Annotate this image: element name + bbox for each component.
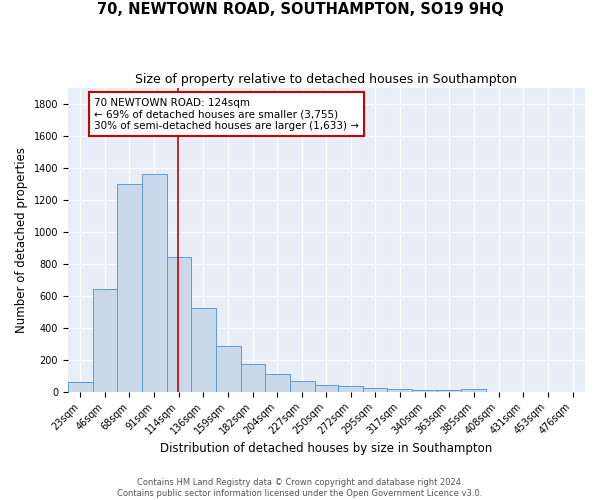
Text: Contains HM Land Registry data © Crown copyright and database right 2024.
Contai: Contains HM Land Registry data © Crown c… (118, 478, 482, 498)
Bar (241, 364, 265, 392)
Bar (290, 380, 314, 392)
Bar (167, 258, 191, 392)
Title: Size of property relative to detached houses in Southampton: Size of property relative to detached ho… (136, 72, 517, 86)
Bar (215, 346, 241, 392)
Bar (265, 374, 290, 392)
Bar (314, 386, 338, 392)
Bar (93, 290, 117, 392)
Bar (412, 390, 437, 392)
Bar (68, 382, 93, 392)
Bar (437, 390, 461, 392)
Bar (364, 388, 387, 392)
Y-axis label: Number of detached properties: Number of detached properties (15, 147, 28, 333)
Bar (338, 386, 364, 392)
Bar (142, 174, 167, 392)
Text: 70 NEWTOWN ROAD: 124sqm
← 69% of detached houses are smaller (3,755)
30% of semi: 70 NEWTOWN ROAD: 124sqm ← 69% of detache… (94, 98, 359, 131)
Text: 70, NEWTOWN ROAD, SOUTHAMPTON, SO19 9HQ: 70, NEWTOWN ROAD, SOUTHAMPTON, SO19 9HQ (97, 2, 503, 18)
Bar (387, 390, 412, 392)
Bar (461, 388, 486, 392)
Bar (117, 184, 142, 392)
X-axis label: Distribution of detached houses by size in Southampton: Distribution of detached houses by size … (160, 442, 493, 455)
Bar (191, 308, 215, 392)
